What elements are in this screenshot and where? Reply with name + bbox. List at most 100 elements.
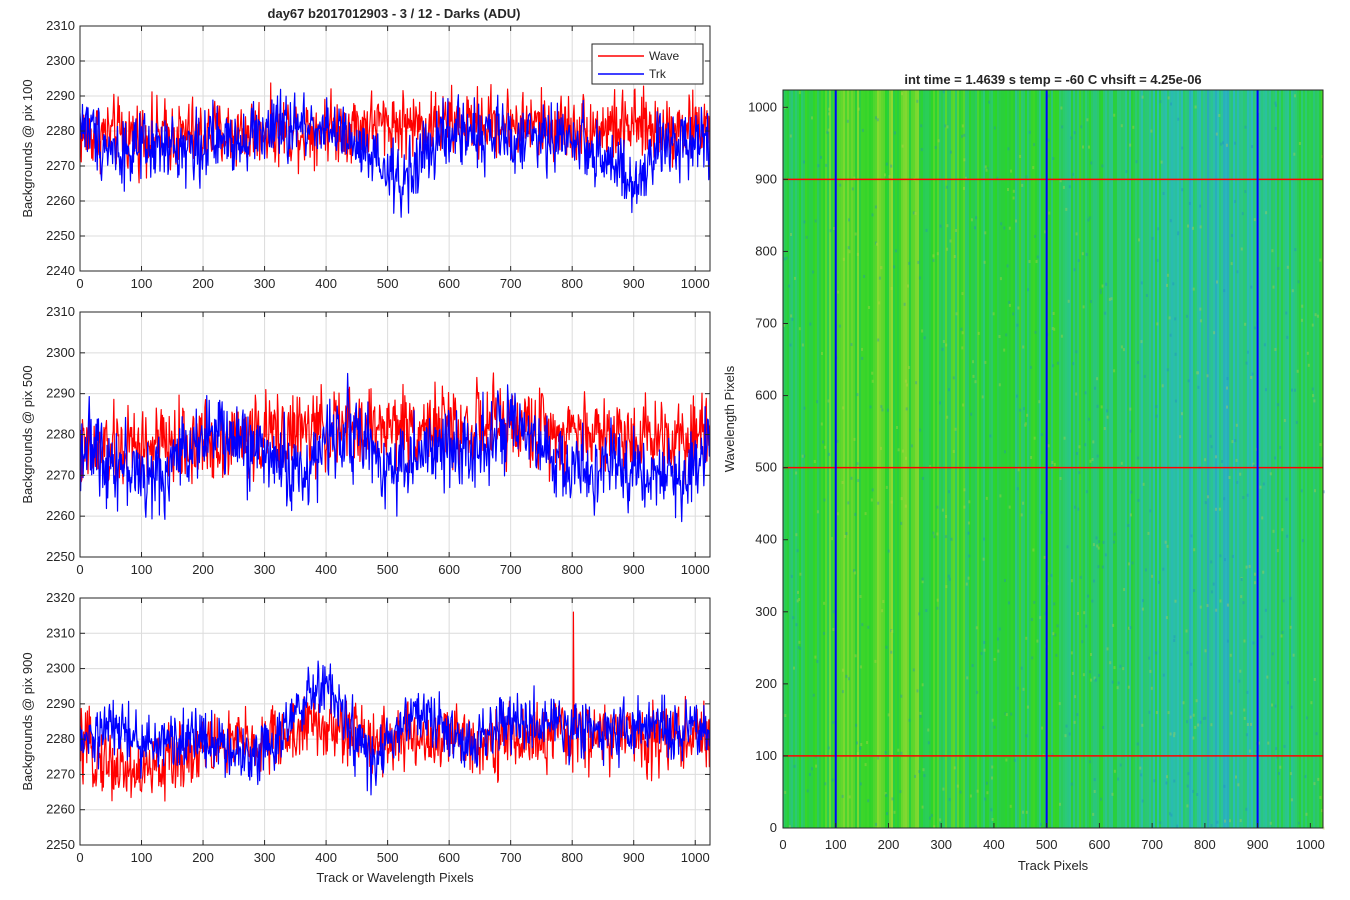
heatmap-column — [1171, 90, 1174, 828]
heatmap-speckle-dot — [895, 249, 897, 253]
heatmap-speckle-dot — [1267, 741, 1270, 745]
heatmap-column — [1177, 90, 1180, 828]
heatmap-column — [803, 90, 806, 828]
heatmap-speckle-dot — [1052, 364, 1055, 368]
heatmap-speckle-dot — [968, 500, 971, 504]
heatmap-speckle-dot — [1043, 555, 1046, 559]
heatmap-speckle-dot — [981, 395, 984, 399]
heatmap-column — [1163, 90, 1166, 828]
heatmap-speckle-dot — [1024, 423, 1027, 427]
heatmap-speckle-dot — [901, 92, 903, 96]
heatmap-speckle-dot — [921, 476, 924, 480]
heatmap-column — [885, 90, 888, 828]
heatmap-speckle-dot — [1122, 348, 1125, 352]
heatmap-speckle-dot — [893, 265, 896, 269]
heatmap-column — [935, 90, 938, 828]
y-tick-label: 2250 — [46, 228, 75, 243]
heatmap-speckle-dot — [925, 228, 928, 232]
heatmap-speckle-dot — [841, 668, 844, 672]
heatmap-speckle-dot — [1119, 664, 1122, 668]
heatmap-column — [1093, 90, 1096, 828]
heatmap-speckle-dot — [1286, 265, 1289, 269]
heatmap-speckle-dot — [836, 439, 839, 443]
heatmap-speckle-dot — [848, 218, 850, 222]
heatmap-column — [1097, 90, 1100, 828]
heatmap-speckle-dot — [783, 257, 786, 261]
heatmap-speckle-dot — [937, 139, 940, 143]
heatmap-column — [849, 90, 852, 828]
heatmap-speckle-dot — [1226, 405, 1228, 409]
heatmap-speckle-dot — [1269, 472, 1272, 476]
heatmap-speckle-dot — [1196, 371, 1199, 375]
heatmap-speckle-dot — [1281, 528, 1284, 532]
heatmap-column — [971, 90, 974, 828]
heatmap-speckle-dot — [838, 324, 841, 328]
heatmap-column — [1041, 90, 1044, 828]
heatmap-column — [861, 90, 864, 828]
heatmap-column — [1061, 90, 1064, 828]
heatmap-speckle-dot — [1090, 161, 1093, 165]
x-tick-label: 400 — [983, 837, 1005, 852]
x-tick-label: 300 — [254, 562, 276, 577]
y-axis-label: Backgrounds @ pix 500 — [20, 365, 35, 503]
heatmap-speckle-dot — [1173, 734, 1176, 738]
heatmap-speckle-dot — [815, 764, 818, 768]
heatmap-column — [1169, 90, 1172, 828]
heatmap-speckle-dot — [1250, 722, 1252, 726]
heatmap-speckle-dot — [820, 155, 822, 159]
heatmap-speckle-dot — [1204, 716, 1207, 720]
heatmap-speckle-dot — [1269, 821, 1272, 825]
heatmap-speckle-dot — [918, 612, 921, 616]
heatmap-speckle-dot — [993, 126, 996, 130]
heatmap-speckle-dot — [992, 312, 995, 316]
heatmap-speckle-dot — [814, 219, 817, 223]
heatmap-column — [933, 90, 936, 828]
heatmap-speckle-dot — [1092, 579, 1095, 583]
heatmap-column — [1321, 90, 1324, 828]
heatmap-speckle-dot — [795, 623, 798, 627]
heatmap-speckle-dot — [997, 649, 1000, 653]
heatmap-speckle-dot — [1017, 306, 1020, 310]
heatmap-speckle-dot — [1261, 516, 1264, 520]
y-axis-label: Backgrounds @ pix 900 — [20, 652, 35, 790]
heatmap-column — [1197, 90, 1200, 828]
heatmap-speckle-dot — [1089, 760, 1091, 764]
heatmap-speckle-dot — [984, 360, 987, 364]
heatmap-speckle-dot — [874, 659, 877, 663]
heatmap-speckle-dot — [1263, 343, 1266, 347]
heatmap-speckle-dot — [812, 270, 815, 274]
heatmap-speckle-dot — [1144, 568, 1147, 572]
heatmap-column — [1059, 90, 1062, 828]
heatmap-column — [819, 90, 822, 828]
heatmap-column — [1291, 90, 1294, 828]
heatmap-speckle-dot — [1239, 669, 1242, 673]
heatmap-speckle-dot — [1223, 497, 1226, 501]
heatmap-speckle-dot — [864, 512, 867, 516]
heatmap-speckle-dot — [880, 266, 883, 270]
x-tick-label: 100 — [131, 562, 153, 577]
heatmap-column — [841, 90, 844, 828]
heatmap-speckle-dot — [1209, 434, 1212, 438]
heatmap-speckle-dot — [1174, 599, 1177, 603]
heatmap-speckle-dot — [1229, 819, 1231, 823]
heatmap-speckle-dot — [1244, 322, 1247, 326]
heatmap-speckle-dot — [1292, 653, 1295, 657]
heatmap-column — [1241, 90, 1244, 828]
heatmap-speckle-dot — [1096, 404, 1099, 408]
heatmap-speckle-dot — [1092, 440, 1095, 444]
heatmap-speckle-dot — [844, 534, 847, 538]
heatmap-column — [1173, 90, 1176, 828]
heatmap-speckle-dot — [1255, 750, 1258, 753]
heatmap-speckle-dot — [1016, 394, 1018, 398]
heatmap-speckle-dot — [1148, 656, 1151, 660]
heatmap-column — [845, 90, 848, 828]
heatmap-column — [1277, 90, 1280, 828]
heatmap-speckle-dot — [1083, 611, 1086, 615]
heatmap-speckle-dot — [816, 660, 819, 663]
heatmap-column — [1175, 90, 1178, 828]
heatmap-speckle-dot — [1093, 790, 1096, 793]
heatmap-column — [1183, 90, 1186, 828]
heatmap-column — [921, 90, 924, 828]
heatmap-speckle-dot — [1110, 297, 1113, 301]
heatmap-speckle-dot — [1038, 400, 1041, 404]
